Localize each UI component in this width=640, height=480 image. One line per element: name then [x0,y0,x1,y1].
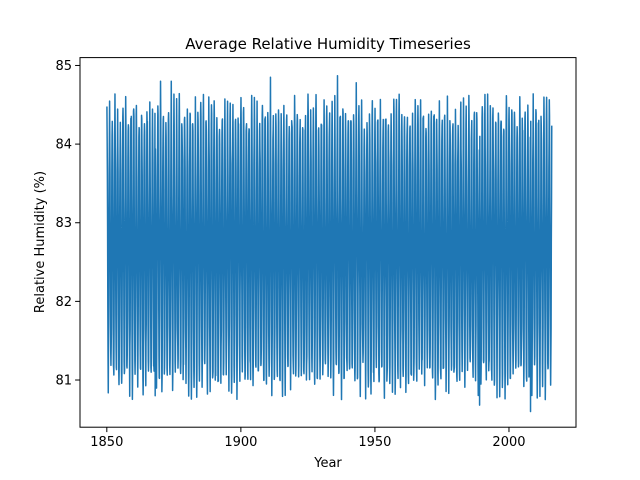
x-axis: 1850 1900 1950 2000 [90,427,526,450]
x-axis-label: Year [313,456,342,471]
chart-title: Average Relative Humidity Timeseries [185,35,471,53]
x-tick-label: 2000 [492,435,525,450]
y-axis-label: Relative Humidity (%) [33,171,48,313]
plot-area-frame [79,57,577,428]
y-axis: 81 82 83 84 85 [55,59,80,389]
humidity-series-line [106,74,553,413]
plot-line-group [106,74,553,413]
y-tick-label: 84 [55,138,72,153]
x-tick-label: 1850 [90,435,123,450]
y-tick-label: 81 [55,374,72,389]
y-tick-label: 82 [55,295,72,310]
y-tick-label: 83 [55,216,72,231]
x-tick-label: 1950 [358,435,391,450]
y-tick-label: 85 [55,59,72,74]
x-tick-label: 1900 [224,435,257,450]
